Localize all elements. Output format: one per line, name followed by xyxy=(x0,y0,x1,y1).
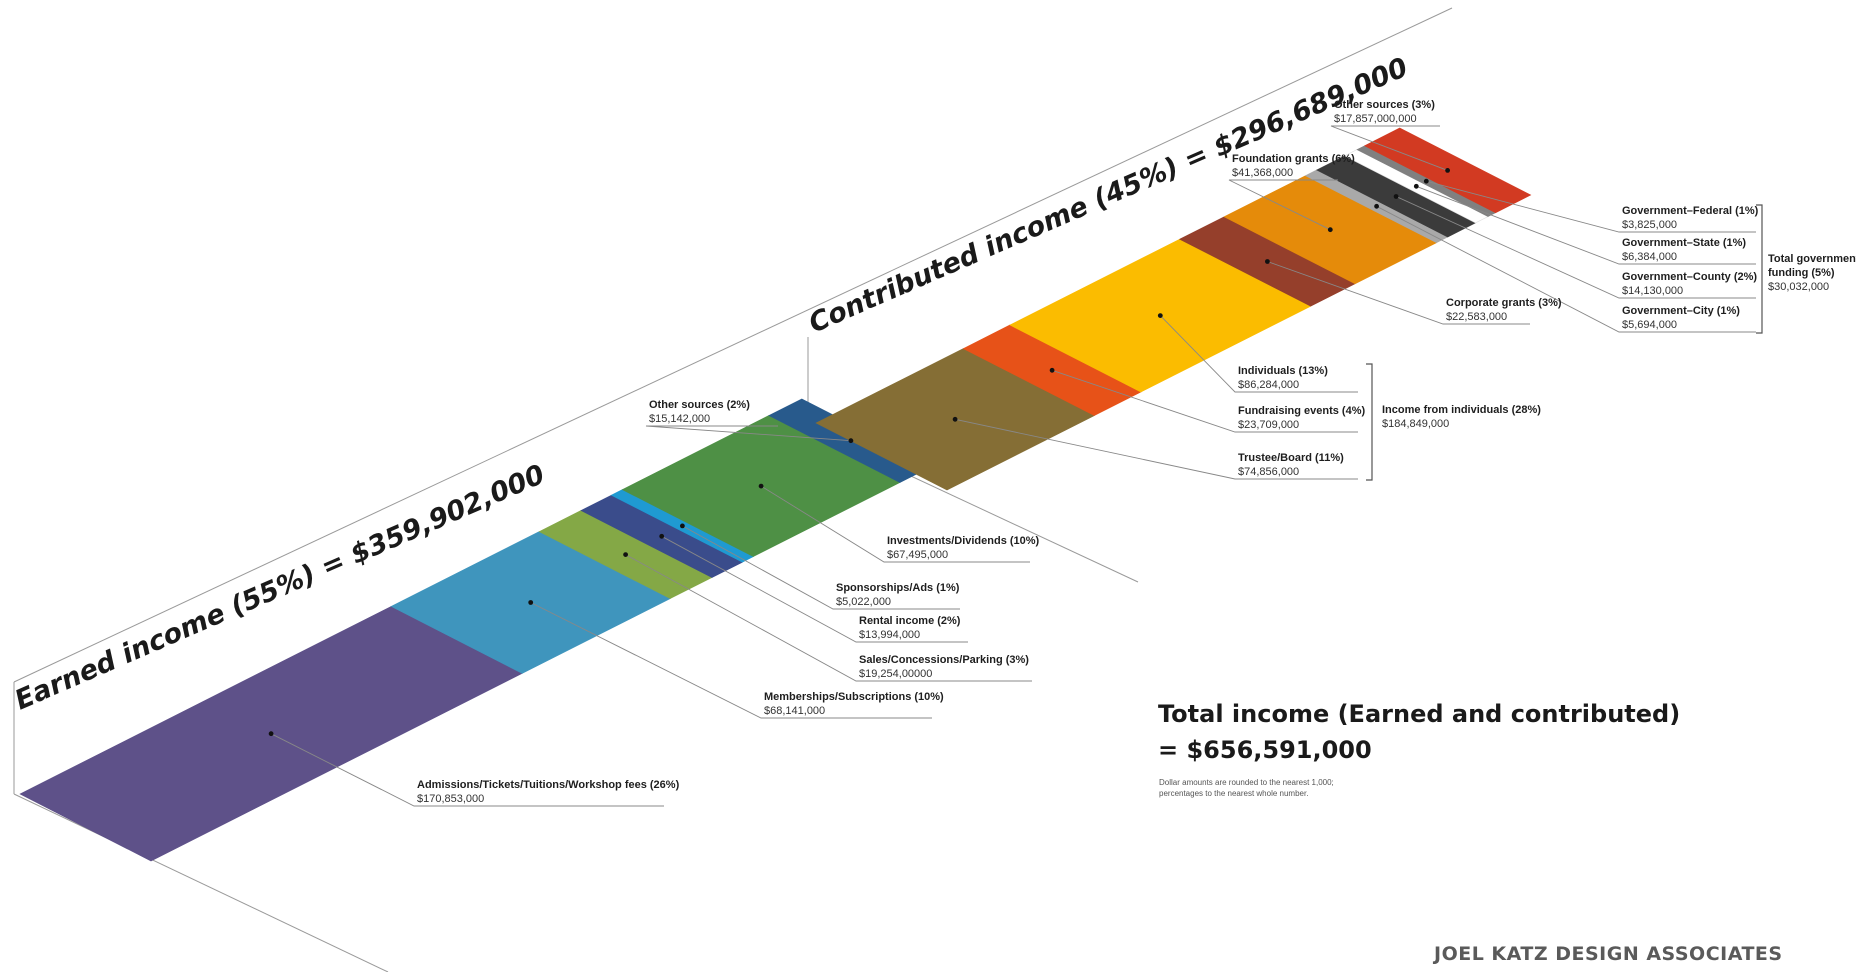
label-sales-value: $19,254,00000 xyxy=(859,668,932,680)
earned-dot-rental-income-2 xyxy=(659,533,665,539)
label-group-government-name-1: Total government xyxy=(1768,253,1856,265)
label-fundraising-value: $23,709,000 xyxy=(1238,419,1299,431)
earned-dot-other-sources-2 xyxy=(848,438,854,444)
label-fundraising-name: Fundraising events (4%) xyxy=(1238,405,1365,417)
label-rental-name: Rental income (2%) xyxy=(859,615,961,627)
label-group-government-name-2: funding (5%) xyxy=(1768,267,1835,279)
earned-leader-sponsorships-ads-1 xyxy=(682,525,960,610)
label-gov-federal-value: $3,825,000 xyxy=(1622,219,1677,231)
contributed-dot-government-city-1 xyxy=(1374,203,1379,209)
earned-leader-other-sources-2 xyxy=(645,425,851,442)
earned-dot-sales-concessions-parking-3 xyxy=(623,552,628,557)
contributed-leader-government-county-2 xyxy=(1395,196,1756,299)
label-admissions-name: Admissions/Tickets/Tuitions/Workshop fee… xyxy=(417,779,680,791)
earned-leader-investments-dividends-10 xyxy=(760,485,1030,563)
label-corporate-name: Corporate grants (3%) xyxy=(1446,297,1562,309)
rounding-note-line2: percentages to the nearest whole number. xyxy=(1159,789,1309,798)
label-gov-state-value: $6,384,000 xyxy=(1622,251,1677,263)
label-investments-value: $67,495,000 xyxy=(887,549,948,561)
earned-dot-investments-dividends-10 xyxy=(758,483,764,489)
total-income: Total income (Earned and contributed) = … xyxy=(1158,696,1680,768)
label-investments-name: Investments/Dividends (10%) xyxy=(887,535,1040,547)
earned-leader-sales-concessions-parking-3 xyxy=(625,554,1032,682)
contributed-leader-trustee-board-11 xyxy=(955,418,1358,480)
label-foundation-value: $41,368,000 xyxy=(1232,167,1293,179)
label-memberships-value: $68,141,000 xyxy=(764,705,825,717)
label-gov-county-name: Government–County (2%) xyxy=(1622,271,1757,283)
earned-leader-rental-income-2 xyxy=(661,535,968,643)
contributed-leader-other-sources-3 xyxy=(1330,125,1448,171)
contributed-leader-corporate-grants-3 xyxy=(1267,261,1530,325)
earned-leader-admissions-tickets-tuitions-workshop-fees-26 xyxy=(270,733,664,807)
contributed-leader-fundraising-events-4 xyxy=(1051,369,1358,433)
contributed-leader-government-state-1 xyxy=(1416,185,1756,265)
label-contributed-other-value: $17,857,000,000 xyxy=(1334,113,1417,125)
contributed-leader-government-federal-1 xyxy=(1426,180,1756,233)
rounding-note-line1: Dollar amounts are rounded to the neares… xyxy=(1159,778,1334,787)
earned-dot-admissions-tickets-tuitions-workshop-fees-26 xyxy=(268,731,274,737)
label-foundation-name: Foundation grants (6%) xyxy=(1232,153,1355,165)
bottom-guide-line xyxy=(13,793,389,972)
contributed-dot-foundation-grants-6 xyxy=(1327,227,1333,233)
label-earned-other-name: Other sources (2%) xyxy=(649,399,750,411)
earned-leader-memberships-subscriptions-10 xyxy=(530,602,932,719)
total-income-line1: Total income (Earned and contributed) xyxy=(1158,700,1681,728)
contributed-dot-individuals-13 xyxy=(1157,313,1163,318)
leader-lines xyxy=(270,125,1756,807)
government-bracket xyxy=(1756,204,1763,334)
contributed-leader-individuals-13 xyxy=(1159,315,1358,393)
earned-dot-memberships-subscriptions-10 xyxy=(528,600,534,605)
total-income-line2: = $656,591,000 xyxy=(1158,736,1372,764)
label-gov-city-value: $5,694,000 xyxy=(1622,319,1677,331)
earned-dot-sponsorships-ads-1 xyxy=(680,523,685,529)
top-guide-line xyxy=(13,7,1453,683)
label-group-government-value: $30,032,000 xyxy=(1768,281,1829,293)
contributed-leader-government-city-1 xyxy=(1376,205,1756,333)
label-gov-state-name: Government–State (1%) xyxy=(1622,237,1746,249)
label-dots xyxy=(268,168,1450,737)
label-individuals-name: Individuals (13%) xyxy=(1238,365,1328,377)
label-gov-county-value: $14,130,000 xyxy=(1622,285,1683,297)
contributed-dot-trustee-board-11 xyxy=(952,416,958,422)
label-corporate-value: $22,583,000 xyxy=(1446,311,1507,323)
contributed-dot-fundraising-events-4 xyxy=(1049,367,1055,373)
label-sales-name: Sales/Concessions/Parking (3%) xyxy=(859,654,1029,666)
label-group-individuals-name: Income from individuals (28%) xyxy=(1382,404,1541,416)
earned-labels: Admissions/Tickets/Tuitions/Workshop fee… xyxy=(417,399,1040,805)
contributed-dot-government-state-1 xyxy=(1413,183,1419,189)
label-sponsorships-value: $5,022,000 xyxy=(836,596,891,608)
contributed-dot-corporate-grants-3 xyxy=(1265,259,1270,264)
label-trustee-value: $74,856,000 xyxy=(1238,466,1299,478)
designer-credit: JOEL KATZ DESIGN ASSOCIATES xyxy=(1434,943,1783,965)
label-earned-other-value: $15,142,000 xyxy=(649,413,710,425)
individuals-bracket xyxy=(1366,363,1373,481)
contributed-leader-foundation-grants-6 xyxy=(1228,179,1338,231)
contributed-labels: Trustee/Board (11%) $74,856,000 Fundrais… xyxy=(1232,99,1856,478)
label-gov-federal-name: Government–Federal (1%) xyxy=(1622,205,1759,217)
label-individuals-value: $86,284,000 xyxy=(1238,379,1299,391)
rounding-note: Dollar amounts are rounded to the neares… xyxy=(1159,777,1379,799)
contributed-dot-government-federal-1 xyxy=(1423,178,1429,184)
contributed-dot-government-county-2 xyxy=(1393,194,1399,199)
label-contributed-other-name: Other sources (3%) xyxy=(1334,99,1435,111)
label-group-individuals-value: $184,849,000 xyxy=(1382,418,1449,430)
brackets xyxy=(1366,204,1763,481)
label-admissions-value: $170,853,000 xyxy=(417,793,484,805)
label-rental-value: $13,994,000 xyxy=(859,629,920,641)
label-trustee-name: Trustee/Board (11%) xyxy=(1238,452,1344,464)
contributed-dot-other-sources-3 xyxy=(1445,168,1450,173)
label-memberships-name: Memberships/Subscriptions (10%) xyxy=(764,691,944,703)
label-sponsorships-name: Sponsorships/Ads (1%) xyxy=(836,582,960,594)
label-gov-city-name: Government–City (1%) xyxy=(1622,305,1740,317)
